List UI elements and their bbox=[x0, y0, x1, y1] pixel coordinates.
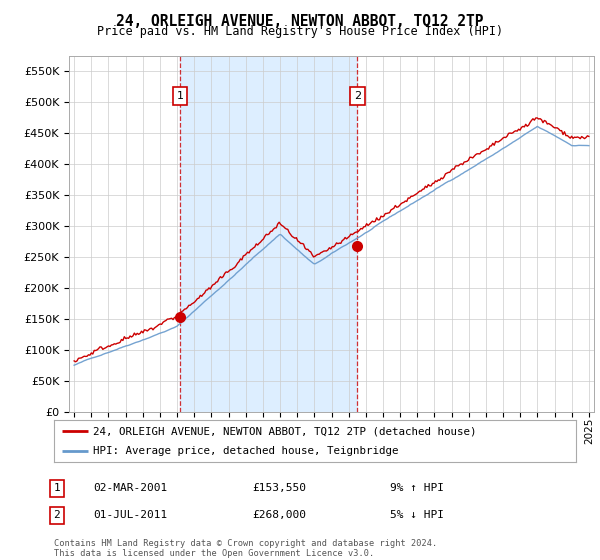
Bar bbox=[180, 56, 357, 412]
Text: 1: 1 bbox=[53, 483, 61, 493]
Text: £153,550: £153,550 bbox=[252, 483, 306, 493]
Text: 2: 2 bbox=[53, 510, 61, 520]
Text: 24, ORLEIGH AVENUE, NEWTON ABBOT, TQ12 2TP: 24, ORLEIGH AVENUE, NEWTON ABBOT, TQ12 2… bbox=[116, 14, 484, 29]
Text: 24, ORLEIGH AVENUE, NEWTON ABBOT, TQ12 2TP (detached house): 24, ORLEIGH AVENUE, NEWTON ABBOT, TQ12 2… bbox=[93, 426, 476, 436]
Text: Contains HM Land Registry data © Crown copyright and database right 2024.
This d: Contains HM Land Registry data © Crown c… bbox=[54, 539, 437, 558]
Text: 9% ↑ HPI: 9% ↑ HPI bbox=[390, 483, 444, 493]
Text: Price paid vs. HM Land Registry's House Price Index (HPI): Price paid vs. HM Land Registry's House … bbox=[97, 25, 503, 38]
Text: 1: 1 bbox=[176, 91, 184, 101]
Text: 5% ↓ HPI: 5% ↓ HPI bbox=[390, 510, 444, 520]
Text: 2: 2 bbox=[353, 91, 361, 101]
Text: £268,000: £268,000 bbox=[252, 510, 306, 520]
Text: 02-MAR-2001: 02-MAR-2001 bbox=[93, 483, 167, 493]
Text: 01-JUL-2011: 01-JUL-2011 bbox=[93, 510, 167, 520]
Text: HPI: Average price, detached house, Teignbridge: HPI: Average price, detached house, Teig… bbox=[93, 446, 398, 456]
